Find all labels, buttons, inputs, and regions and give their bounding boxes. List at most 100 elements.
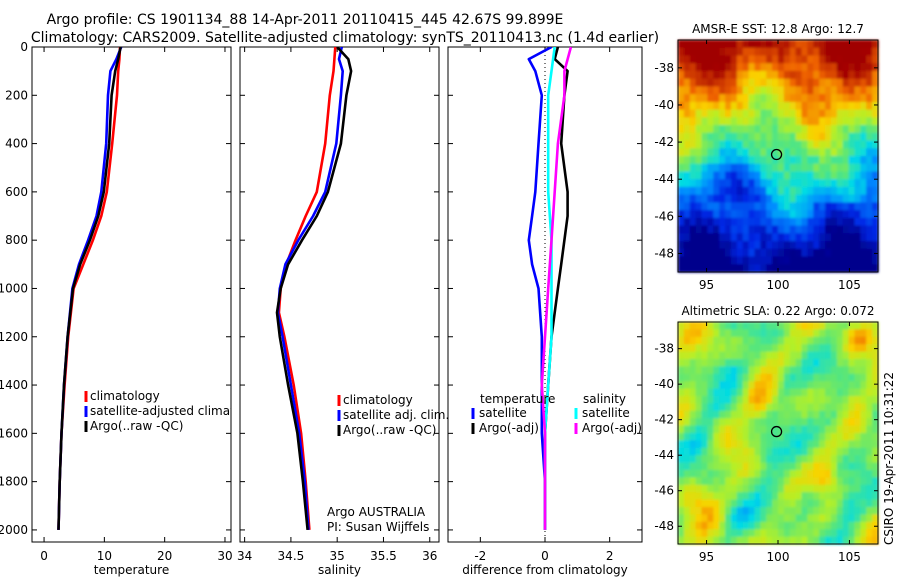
y-tick-label: 400 <box>5 137 28 151</box>
map-cell <box>730 366 738 375</box>
map-cell <box>860 210 867 219</box>
map-cell <box>825 396 832 404</box>
map-cell <box>754 156 761 165</box>
y-tick-label: 1400 <box>0 378 28 392</box>
map-cell <box>736 403 744 412</box>
map-cell <box>854 536 861 545</box>
map-cell <box>866 433 873 441</box>
map-cell <box>801 366 808 375</box>
map-cell <box>678 233 685 242</box>
map-cell <box>825 148 832 157</box>
map-cell <box>736 186 744 196</box>
map-cell <box>819 78 826 87</box>
map-cell <box>866 256 873 265</box>
map-cell <box>854 366 861 375</box>
map-cell <box>719 194 726 203</box>
map-cell <box>748 40 756 49</box>
map-cell <box>860 109 867 118</box>
map-cell <box>825 462 832 471</box>
map-cell <box>830 492 838 501</box>
map-cell <box>860 344 867 353</box>
map-cell <box>719 536 726 545</box>
map-cell <box>842 248 850 258</box>
map-cell <box>842 381 850 390</box>
map-y-tick-label: -40 <box>654 377 674 391</box>
map-cell <box>801 194 808 203</box>
map-cell <box>860 470 867 478</box>
legend-label: Argo(..raw -QC) <box>343 423 436 437</box>
map-cell <box>819 248 826 258</box>
map-cell <box>713 344 720 353</box>
map-cell <box>748 440 756 449</box>
map-cell <box>872 125 879 134</box>
map-cell <box>766 470 773 478</box>
map-cell <box>795 381 803 390</box>
map-cell <box>819 101 826 111</box>
map-cell <box>695 536 703 545</box>
map-cell <box>783 499 791 508</box>
map-cell <box>766 425 773 434</box>
map-cell <box>772 217 779 227</box>
map-cell <box>813 403 820 412</box>
map-cell <box>678 210 685 219</box>
map-cell <box>807 94 814 103</box>
map-cell <box>719 322 726 330</box>
map-cell <box>813 225 820 234</box>
map-cell <box>719 210 726 219</box>
map-cell <box>807 70 814 80</box>
legend-label: Argo(..raw -QC) <box>90 419 183 433</box>
map-cell <box>819 499 826 508</box>
map-cell <box>848 484 856 493</box>
map-cell <box>860 233 867 242</box>
map-cell <box>854 425 861 434</box>
map-cell <box>772 186 779 196</box>
map-cell <box>819 179 826 188</box>
map-cell <box>807 425 814 434</box>
map-cell <box>766 202 773 211</box>
map-cell <box>683 329 691 338</box>
map-cell <box>719 163 726 172</box>
map-cell <box>825 117 832 126</box>
map-cell <box>683 70 691 80</box>
map-cell <box>872 499 879 508</box>
map-cell <box>683 140 691 149</box>
map-cell <box>819 470 826 478</box>
map-cell <box>742 344 750 353</box>
map-cell <box>678 484 685 493</box>
map-cell <box>813 329 820 338</box>
map-cell <box>866 225 873 234</box>
map-cell <box>754 40 761 49</box>
map-cell <box>719 264 726 273</box>
map-cell <box>683 101 691 111</box>
map-cell <box>736 148 744 157</box>
map-cell <box>713 140 720 149</box>
map-cell <box>695 373 703 382</box>
map-cell <box>795 171 803 180</box>
map-cell <box>872 70 879 80</box>
map-cell <box>854 514 861 523</box>
map-cell <box>701 241 708 250</box>
map-cell <box>736 94 744 103</box>
map-cell <box>866 47 873 56</box>
map-cell <box>795 521 803 530</box>
map-cell <box>783 484 791 493</box>
map-cell <box>713 403 720 412</box>
map-cell <box>795 440 803 449</box>
map-cell <box>848 163 856 172</box>
map-cell <box>742 388 750 397</box>
map-cell <box>807 492 814 501</box>
map-cell <box>807 101 814 111</box>
map-cell <box>766 329 773 338</box>
map-cell <box>778 94 785 103</box>
map-cell <box>795 132 803 142</box>
map-cell <box>730 210 738 219</box>
map-cell <box>766 336 773 345</box>
map-cell <box>695 507 703 515</box>
map-cell <box>754 396 761 404</box>
map-cell <box>789 179 797 188</box>
map-cell <box>789 381 797 390</box>
map-cell <box>836 217 844 227</box>
map-cell <box>842 194 850 203</box>
map-cell <box>842 470 850 478</box>
sla-map-cells <box>678 322 879 545</box>
